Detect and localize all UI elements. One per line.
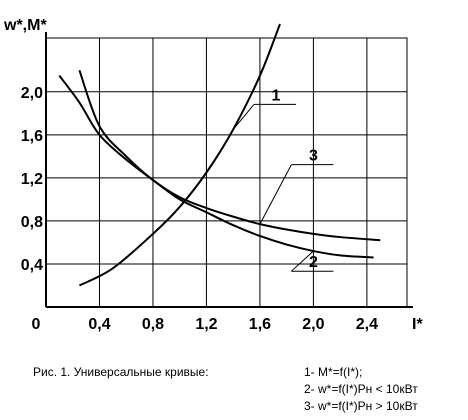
x-tick-label: 2,4 [356, 316, 378, 333]
caption-item-1: 1- M*=f(I*); [304, 365, 363, 379]
y-tick-label: 0,8 [21, 214, 43, 231]
x-axis-title: I* [412, 316, 423, 333]
series-label-1: 1 [272, 87, 281, 104]
origin-label: 0 [32, 316, 41, 333]
leader-line-2 [291, 250, 314, 272]
y-axis-title: w*,M* [3, 17, 47, 34]
series-line-3 [78, 69, 381, 242]
x-tick-label: 2,0 [302, 316, 324, 333]
y-tick-label: 1,6 [21, 128, 43, 145]
caption-item-3: 3- w*=f(I*)Pн > 10кВт [304, 399, 418, 413]
leader-line-1 [232, 104, 255, 130]
series-line-2 [58, 75, 374, 259]
grid-lines [45, 37, 408, 308]
tick-labels: 0,4 0,8 1,2 1,6 2,0 2,4 0,4 0,8 1,2 1,6 2,0 w*,M* I*… [3, 17, 423, 333]
y-tick-label: 1,2 [21, 171, 43, 188]
plot-frame [45, 37, 408, 308]
series-line-1 [78, 23, 281, 287]
x-tick-label: 0,4 [88, 316, 110, 333]
caption-item-2: 2- w*=f(I*)Pн < 10кВт [304, 382, 418, 396]
axes [45, 32, 413, 308]
x-tick-label: 1,2 [195, 316, 217, 333]
x-tick-label: 0,8 [142, 316, 164, 333]
x-tick-label: 1,6 [249, 316, 271, 333]
caption-title: Рис. 1. Универсальные кривые: [33, 365, 209, 379]
series-label-2: 2 [309, 254, 318, 271]
y-tick-label: 0,4 [21, 257, 43, 274]
y-tick-label: 2,0 [21, 85, 43, 102]
leader-line-3 [259, 164, 292, 225]
series-label-3: 3 [309, 148, 318, 165]
series-group: 1 2 3 [58, 23, 381, 287]
